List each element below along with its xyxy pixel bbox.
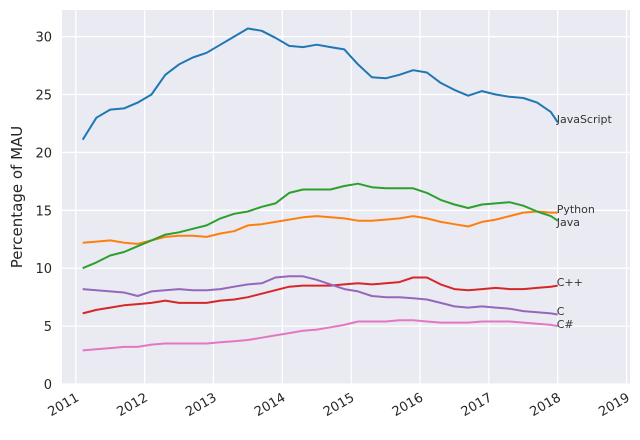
series-label-csharp: C#: [557, 318, 574, 331]
x-axis: 2011 2012 2013 2014 2015 2016 2017 2018 2019: [46, 390, 633, 420]
plot-area: [62, 10, 630, 384]
x-tick-label: 2018: [528, 390, 564, 420]
x-tick-label: 2019: [596, 390, 632, 420]
series-label-c: C: [557, 305, 565, 318]
series-label-javascript: JavaScript: [556, 113, 613, 126]
y-tick-label: 25: [35, 89, 52, 104]
y-tick-label: 10: [35, 262, 52, 277]
y-tick-label: 0: [44, 378, 52, 393]
x-tick-label: 2011: [46, 390, 82, 420]
y-tick-label: 5: [44, 320, 52, 335]
x-tick-label: 2016: [390, 390, 426, 420]
series-line-python: [82, 210, 558, 245]
x-tick-label: 2014: [252, 390, 288, 420]
series-line-javascript: [81, 27, 559, 141]
x-tick-label: 2015: [321, 390, 357, 420]
series-line-java: [82, 182, 559, 270]
series-line-c: [82, 275, 558, 316]
y-tick-label: 20: [35, 146, 52, 161]
x-tick-label: 2013: [183, 390, 219, 420]
x-tick-label: 2017: [459, 390, 495, 420]
series-line-csharp: [82, 319, 558, 352]
x-tick-label: 2012: [114, 390, 150, 420]
series-line-cpp: [82, 276, 558, 315]
y-axis: 0 5 10 15 20 25 30: [35, 31, 52, 393]
series-label-java: Java: [556, 216, 580, 229]
y-tick-label: 15: [35, 204, 52, 219]
series-lines: [81, 27, 559, 352]
series-label-cpp: C++: [557, 276, 583, 289]
y-tick-label: 30: [35, 31, 52, 46]
y-axis-label: Percentage of MAU: [8, 126, 26, 269]
series-label-python: Python: [557, 203, 595, 216]
